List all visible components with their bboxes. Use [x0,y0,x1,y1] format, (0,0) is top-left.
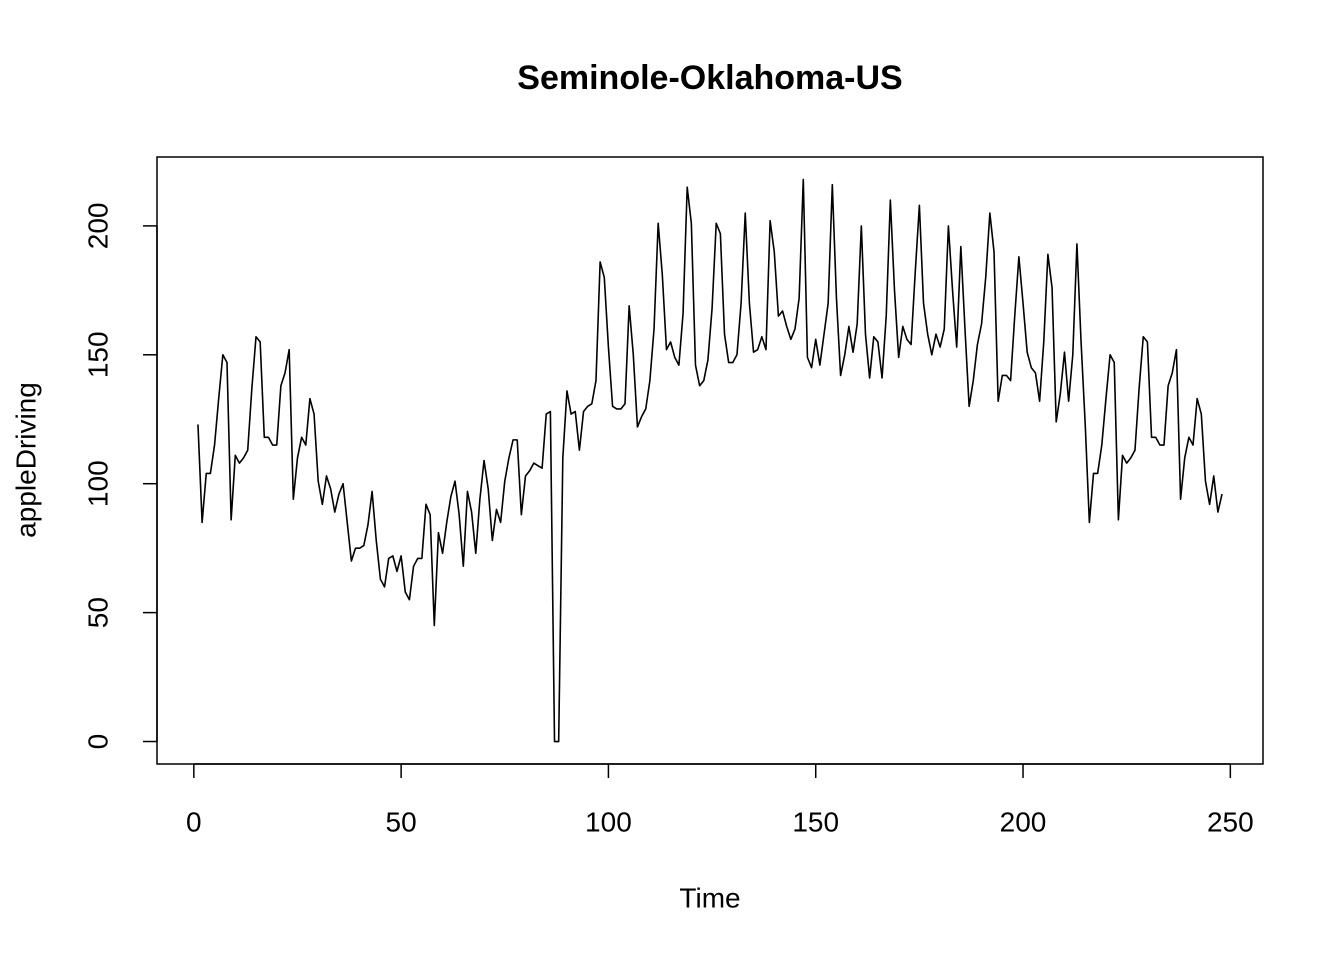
data-line [197,178,1223,743]
x-tick-label: 150 [792,806,839,837]
x-tick-label: 50 [386,806,417,837]
x-axis-label: Time [679,882,740,913]
x-tick-label: 100 [585,806,632,837]
x-tick-label: 200 [1000,806,1047,837]
x-tick-label: 0 [186,806,202,837]
y-tick-label: 150 [82,331,113,378]
y-tick-label: 50 [82,597,113,628]
x-tick-label: 250 [1207,806,1254,837]
y-tick-label: 0 [82,734,113,750]
y-tick-label: 100 [82,460,113,507]
y-tick-label: 200 [82,203,113,250]
y-axis-label: appleDriving [10,382,41,538]
chart-title: Seminole-Oklahoma-US [517,59,902,97]
